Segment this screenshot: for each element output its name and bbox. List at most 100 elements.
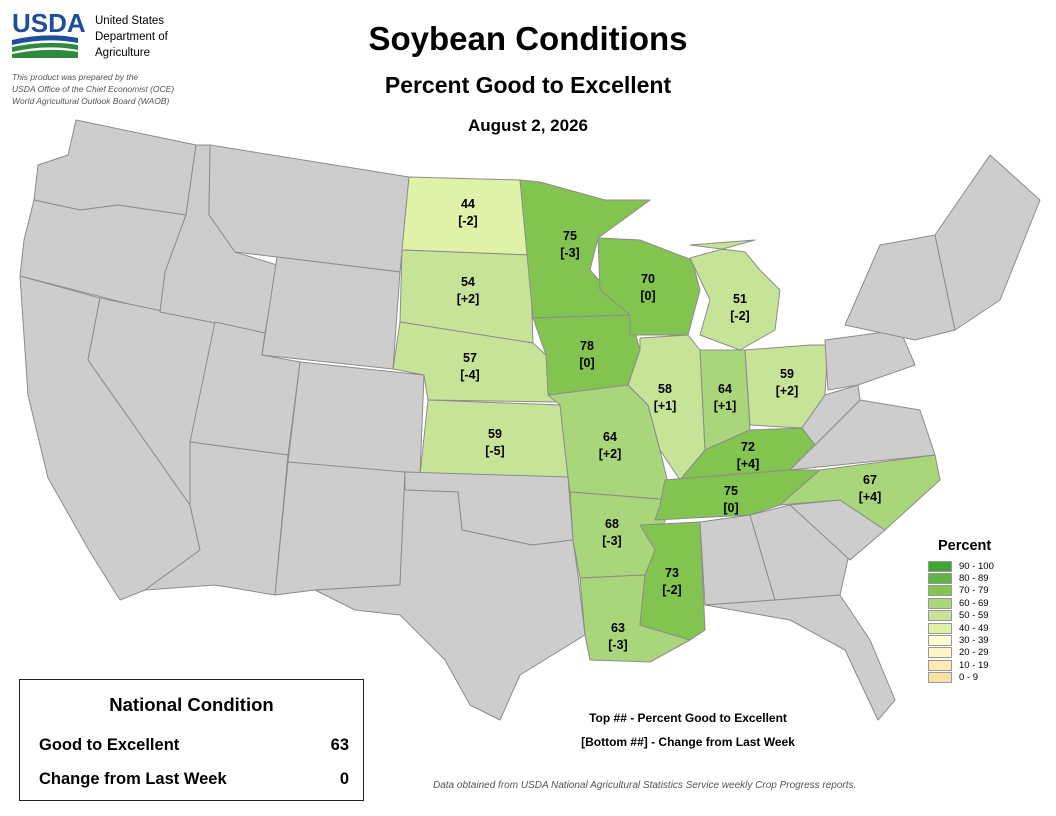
national-good-excellent-value: 63 xyxy=(330,736,349,754)
legend-item: 20 - 29 xyxy=(928,647,1028,659)
state-mt xyxy=(208,144,410,273)
state-change-label: [-2] xyxy=(458,214,477,228)
national-condition-box: National Condition Good to Excellent 63 … xyxy=(19,679,364,801)
legend-title: Percent xyxy=(938,538,992,554)
state-ia xyxy=(532,314,641,396)
legend-swatch xyxy=(928,659,952,671)
state-ms xyxy=(639,521,706,641)
legend-label: 0 - 9 xyxy=(959,672,979,684)
state-il xyxy=(627,334,706,481)
state-change-label: [+4] xyxy=(737,457,760,471)
state-co xyxy=(287,361,425,476)
state-fl xyxy=(704,594,896,721)
state-wa xyxy=(33,119,197,216)
state-nm xyxy=(274,461,406,596)
legend-label: 30 - 39 xyxy=(959,635,989,647)
map-subtitle: Percent Good to Excellent xyxy=(384,72,672,98)
state-ne xyxy=(392,321,556,403)
data-source-note: Data obtained from USDA National Agricul… xyxy=(433,780,857,791)
legend-item: 90 - 100 xyxy=(928,560,1028,572)
state-change-label: [-3] xyxy=(560,246,579,260)
state-change-label: [+4] xyxy=(859,490,882,504)
state-change-label: [-3] xyxy=(602,534,621,548)
agency-name: United States Department of Agriculture xyxy=(95,15,168,59)
state-ne-states xyxy=(934,154,1041,331)
state-pct-label: 78 xyxy=(580,339,594,353)
legend-item: 30 - 39 xyxy=(928,634,1028,647)
map-date: August 2, 2026 xyxy=(468,116,588,135)
legend-swatch xyxy=(928,635,952,647)
state-pct-label: 58 xyxy=(658,382,672,396)
state-pct-label: 72 xyxy=(741,440,755,454)
state-change-label: [+1] xyxy=(654,399,677,413)
legend-swatch xyxy=(928,573,952,585)
state-wv xyxy=(801,384,861,446)
legend-label: 90 - 100 xyxy=(959,560,994,572)
legend-swatch xyxy=(928,622,952,634)
national-row-change: Change from Last Week 0 xyxy=(39,770,349,788)
legend-item: 70 - 79 xyxy=(928,585,1028,597)
state-change-label: [0] xyxy=(723,501,738,515)
state-pct-label: 67 xyxy=(863,473,877,487)
state-change-label: [-5] xyxy=(485,444,504,458)
state-pct-label: 59 xyxy=(780,367,794,381)
state-change-label: [-4] xyxy=(460,368,479,382)
state-change-label: [+2] xyxy=(776,384,799,398)
legend: Percent 90 - 100 80 - 89 70 - 79 60 - 69 50 … xyxy=(928,538,1028,684)
national-row-good-excellent: Good to Excellent 63 xyxy=(39,736,349,754)
state-change-label: [-2] xyxy=(662,583,681,597)
legend-label: 50 - 59 xyxy=(959,610,989,622)
legend-swatch xyxy=(928,585,952,597)
legend-swatch xyxy=(928,672,952,684)
legend-item: 40 - 49 xyxy=(928,622,1028,634)
state-pct-label: 59 xyxy=(488,427,502,441)
national-title: National Condition xyxy=(109,694,274,715)
state-change-label: [0] xyxy=(579,356,594,370)
legend-swatch xyxy=(928,647,952,659)
legend-item: 60 - 69 xyxy=(928,597,1028,609)
legend-item: 80 - 89 xyxy=(928,572,1028,585)
legend-label: 20 - 29 xyxy=(959,647,989,659)
state-pct-label: 54 xyxy=(461,275,475,289)
state-ga xyxy=(749,504,851,601)
state-pct-label: 57 xyxy=(463,351,477,365)
legend-item: 10 - 19 xyxy=(928,659,1028,671)
state-change-label: [+1] xyxy=(714,399,737,413)
state-pct-label: 51 xyxy=(733,292,747,306)
state-pct-label: 70 xyxy=(641,272,655,286)
state-pa xyxy=(824,329,916,391)
legend-label: 80 - 89 xyxy=(959,573,989,585)
usda-logo: USDA xyxy=(12,12,86,58)
state-wy xyxy=(261,256,401,370)
state-pct-label: 63 xyxy=(611,621,625,635)
state-tx xyxy=(314,471,586,721)
state-pct-label: 75 xyxy=(724,484,738,498)
legend-label: 70 - 79 xyxy=(959,585,989,597)
state-pct-label: 64 xyxy=(603,430,617,444)
state-pct-label: 68 xyxy=(605,517,619,531)
legend-item: 0 - 9 xyxy=(928,672,1028,684)
legend-label: 10 - 19 xyxy=(959,659,989,671)
legend-swatch xyxy=(928,597,952,609)
state-nc xyxy=(779,454,941,531)
state-pct-label: 44 xyxy=(461,197,475,211)
state-change-label: [-3] xyxy=(608,638,627,652)
state-change-label: [0] xyxy=(640,289,655,303)
state-pct-label: 64 xyxy=(718,382,732,396)
map-title: Soybean Conditions xyxy=(368,20,688,57)
legend-label: 40 - 49 xyxy=(959,622,989,634)
state-change-label: [+2] xyxy=(599,447,622,461)
state-az xyxy=(144,441,289,596)
legend-label: 60 - 69 xyxy=(959,597,989,609)
key-note-top: Top ## - Percent Good to Excellent xyxy=(589,711,787,725)
state-change-label: [-2] xyxy=(730,309,749,323)
legend-swatch xyxy=(928,560,952,572)
state-pct-label: 73 xyxy=(665,566,679,580)
state-change-label: [+2] xyxy=(457,292,480,306)
key-note-bottom: [Bottom ##] - Change from Last Week xyxy=(581,735,795,749)
state-va xyxy=(789,399,936,471)
national-change-value: 0 xyxy=(339,770,349,788)
logo-text: USDA xyxy=(12,12,86,38)
legend-item: 50 - 59 xyxy=(928,610,1028,622)
